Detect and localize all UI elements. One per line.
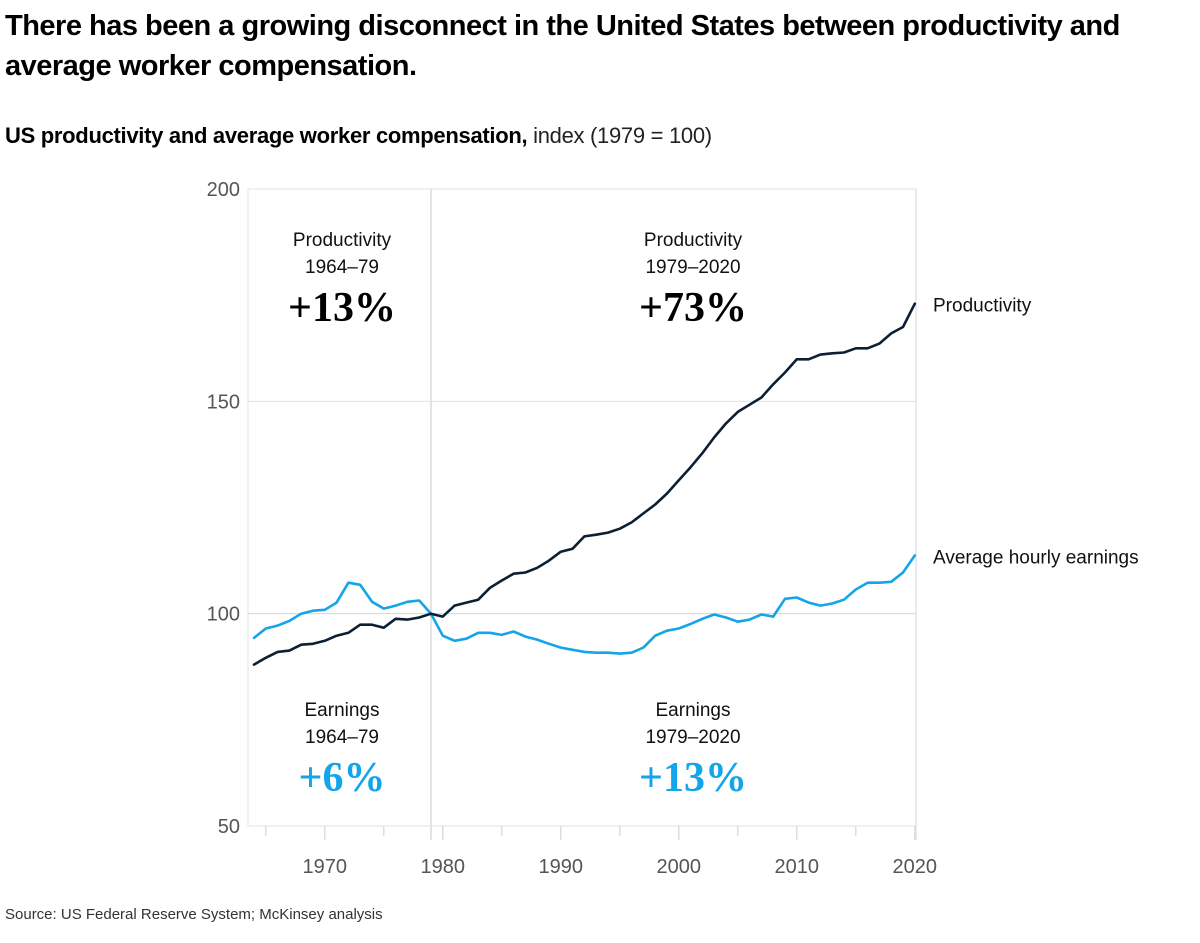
series-labels: Productivity Average hourly earnings	[933, 296, 1139, 569]
chart-title: There has been a growing disconnect in t…	[5, 10, 1120, 82]
series-label-productivity: Productivity	[933, 296, 1032, 317]
annotation-value: +73%	[639, 285, 747, 331]
x-tick-label: 2010	[775, 856, 820, 878]
annotations: Productivity 1964–79 +13% Productivity 1979–…	[288, 230, 747, 801]
x-tick-label: 1990	[539, 856, 584, 878]
annotation-value: +13%	[288, 285, 396, 331]
y-tick-label: 50	[218, 816, 240, 838]
y-tick-label: 100	[207, 604, 240, 626]
series-line-productivity	[252, 302, 917, 666]
annotation-period: 1979–2020	[645, 727, 740, 748]
annotation-label: Earnings	[656, 700, 731, 721]
x-tick-label: 2000	[657, 856, 702, 878]
annotation-period: 1964–79	[305, 727, 379, 748]
x-tick-label: 1980	[421, 856, 466, 878]
annotation-productivity-late: Productivity 1979–2020 +73%	[639, 230, 747, 331]
y-axis: 50 100 150 200	[207, 179, 240, 838]
annotation-label: Earnings	[305, 700, 380, 721]
chart-subtitle: US productivity and average worker compe…	[5, 121, 712, 151]
annotation-value: +6%	[299, 755, 386, 801]
annotation-value: +13%	[639, 755, 747, 801]
series-line-average-hourly-earnings	[252, 554, 917, 655]
annotation-earnings-late: Earnings 1979–2020 +13%	[639, 700, 747, 801]
series-lines	[252, 302, 917, 666]
annotation-period: 1979–2020	[645, 257, 740, 278]
source-note: Source: US Federal Reserve System; McKin…	[5, 906, 383, 923]
annotation-label: Productivity	[644, 230, 743, 251]
subtitle-main: US productivity and average worker compe…	[5, 123, 528, 148]
y-tick-label: 150	[207, 391, 240, 413]
x-axis: 1970 1980 1990 2000 2010 2020	[265, 826, 938, 878]
gridlines	[247, 188, 917, 840]
x-tick-label: 2020	[893, 856, 938, 878]
annotation-period: 1964–79	[305, 257, 379, 278]
annotation-earnings-early: Earnings 1964–79 +6%	[299, 700, 386, 801]
annotation-label: Productivity	[293, 230, 392, 251]
annotation-productivity-early: Productivity 1964–79 +13%	[288, 230, 396, 331]
x-tick-label: 1970	[303, 856, 348, 878]
y-tick-label: 200	[207, 179, 240, 201]
subtitle-unit: index (1979 = 100)	[527, 123, 712, 148]
series-label-average-hourly-earnings: Average hourly earnings	[933, 547, 1139, 568]
